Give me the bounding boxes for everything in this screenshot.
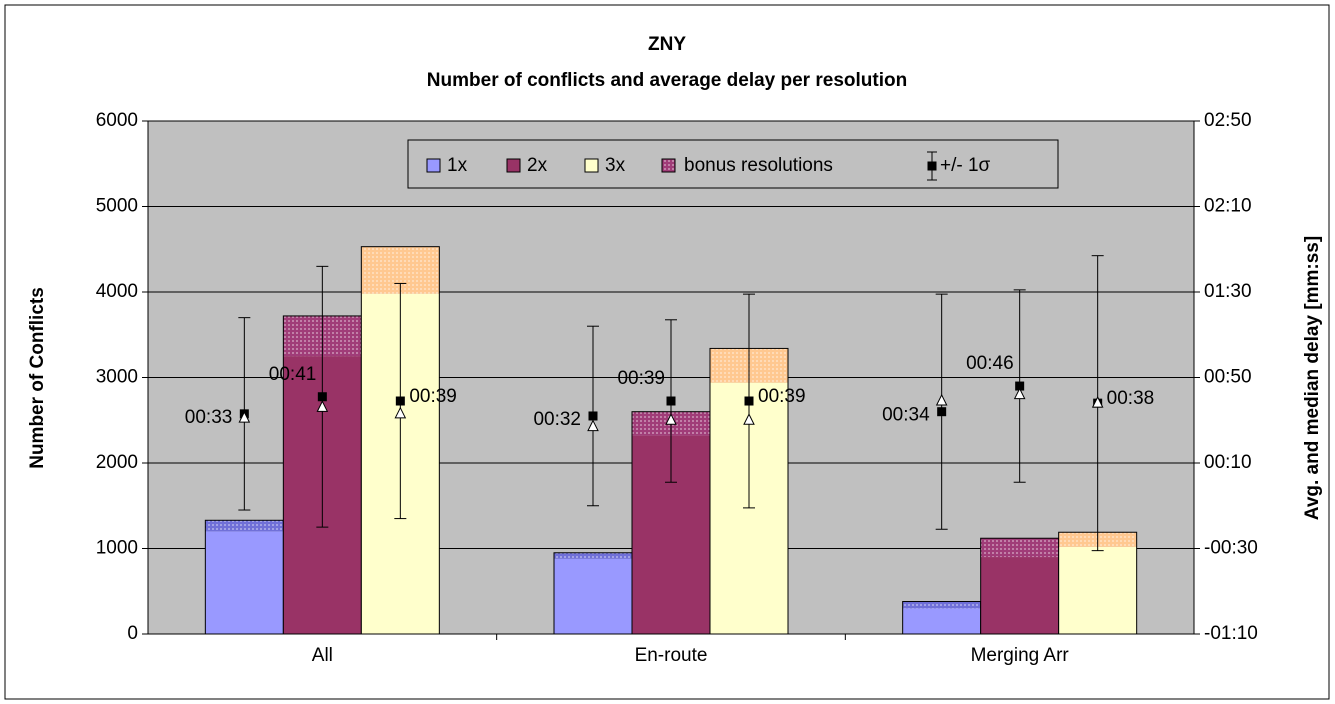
y2-tick-label: 02:10	[1204, 196, 1252, 217]
x-tick-label: En-route	[635, 645, 708, 666]
legend-swatch	[426, 158, 441, 173]
y2-tick-label: 00:10	[1204, 452, 1252, 473]
mean-marker	[744, 396, 754, 406]
y-tick-label: 5000	[96, 196, 138, 217]
legend-swatch	[661, 158, 676, 173]
y2-tick-label: 02:50	[1204, 110, 1252, 131]
legend-label: 3x	[605, 155, 626, 176]
median-marker	[587, 419, 599, 432]
bonus-bar	[205, 520, 284, 532]
y-tick-label: 2000	[96, 452, 138, 473]
bar	[902, 608, 981, 634]
median-marker	[665, 413, 677, 425]
median-marker	[238, 410, 251, 423]
bonus-bar	[554, 552, 632, 559]
data-label: 00:39	[758, 386, 806, 407]
mean-marker	[1015, 381, 1025, 391]
data-label: 00:41	[269, 364, 317, 385]
mean-marker	[317, 392, 327, 402]
y2-tick-label: 01:30	[1204, 281, 1252, 302]
data-label: 00:46	[966, 353, 1014, 374]
bar	[205, 531, 284, 634]
median-marker	[394, 406, 407, 419]
legend-swatch	[584, 158, 599, 173]
data-label: 00:34	[882, 405, 930, 426]
y-tick-label: 4000	[96, 281, 138, 302]
data-label: 00:39	[409, 386, 457, 407]
bar	[980, 557, 1059, 634]
chart-title: ZNY	[648, 34, 686, 55]
median-marker	[743, 413, 755, 425]
bonus-bar	[902, 601, 981, 609]
data-label: 00:33	[185, 407, 233, 428]
bar-outline	[360, 246, 440, 635]
data-label: 00:38	[1107, 388, 1155, 409]
bonus-bar	[980, 538, 1059, 558]
chart-subtitle: Number of conflicts and average delay pe…	[427, 70, 907, 91]
mean-marker	[666, 396, 676, 406]
y2-tick-label: -01:10	[1204, 623, 1258, 644]
y-tick-label: 6000	[96, 110, 138, 131]
y-tick-label: 3000	[96, 367, 138, 388]
x-tick-label: All	[312, 645, 333, 666]
data-label: 00:39	[617, 368, 665, 389]
median-marker	[935, 393, 948, 406]
legend-label: 2x	[527, 155, 548, 176]
y-tick-label: 1000	[96, 538, 138, 559]
legend-swatch	[506, 158, 521, 173]
y-tick-label: 0	[127, 623, 138, 644]
legend-label: +/- 1σ	[940, 155, 991, 176]
bar	[1058, 546, 1137, 634]
mean-marker	[395, 396, 405, 406]
mean-marker	[588, 411, 598, 421]
median-marker	[316, 400, 329, 412]
median-marker	[1013, 387, 1026, 400]
y-axis-title: Number of Conflicts	[27, 287, 48, 469]
y2-tick-label: -00:30	[1204, 538, 1258, 559]
mean-marker	[937, 407, 947, 417]
y2-axis-title: Avg. and median delay [mm:ss]	[1302, 236, 1323, 520]
data-label: 00:32	[533, 409, 581, 430]
x-tick-label: Merging Arr	[971, 645, 1070, 666]
legend-label: bonus resolutions	[684, 155, 833, 176]
legend-label: 1x	[447, 155, 468, 176]
y2-tick-label: 00:50	[1204, 367, 1252, 388]
median-marker	[1091, 396, 1104, 408]
legend-mean	[927, 161, 937, 171]
bar	[554, 558, 632, 634]
